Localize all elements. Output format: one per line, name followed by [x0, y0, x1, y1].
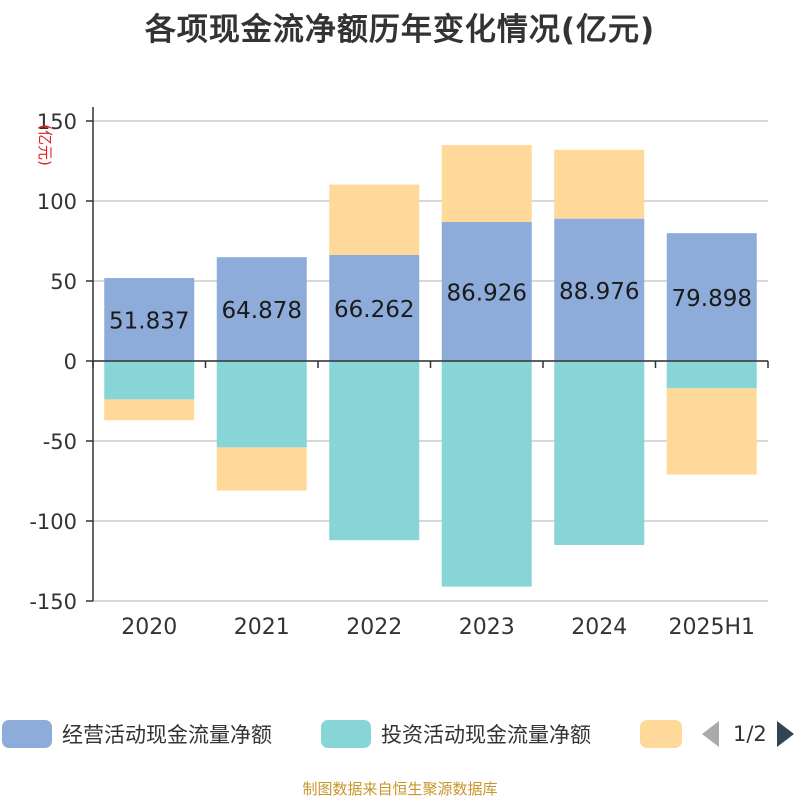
data-label-2022: 66.262 [334, 297, 414, 323]
cash-flow-chart: 150 100 50 0 -50 -100 -150 2020 2021 2022 2023 2024… [29, 107, 769, 640]
data-label-2023: 86.926 [447, 280, 527, 306]
bar-2020-series-2[interactable] [104, 399, 195, 421]
bar-2022-series-2[interactable] [329, 184, 420, 255]
bar-2025H1-series-1[interactable] [666, 361, 757, 389]
y-tick-label: -50 [43, 430, 77, 454]
y-tick-label: -100 [29, 510, 77, 534]
data-label-2020: 51.837 [109, 309, 189, 335]
bars [104, 145, 757, 587]
y-tick-label: 100 [37, 190, 77, 214]
legend-item-investing[interactable]: 投资活动现金流量净额 [321, 716, 591, 752]
x-tick-label: 2024 [571, 615, 627, 640]
data-label-2025H1: 79.898 [672, 286, 752, 312]
bar-2024-series-2[interactable] [554, 149, 645, 219]
bar-2024-series-0[interactable] [554, 218, 645, 361]
data-label-2021: 64.878 [222, 298, 302, 324]
bar-2021-series-2[interactable] [216, 447, 307, 491]
data-label-2024: 88.976 [559, 279, 639, 305]
y-tick-label: 50 [50, 270, 77, 294]
legend-swatch-operating [2, 720, 52, 748]
pager-prev-icon[interactable] [702, 721, 719, 747]
bar-2025H1-series-0[interactable] [666, 233, 757, 361]
x-tick-label: 2020 [121, 615, 177, 640]
pager-next-icon[interactable] [776, 721, 794, 747]
bar-2024-series-1[interactable] [554, 361, 645, 545]
bar-2020-series-1[interactable] [104, 361, 195, 400]
legend-label-investing: 投资活动现金流量净额 [381, 723, 591, 747]
y-tick-label: 150 [37, 110, 77, 134]
y-axis-unit-label: (亿元) [36, 124, 54, 166]
bar-2022-series-1[interactable] [329, 361, 420, 541]
x-tick-label: 2021 [234, 615, 290, 640]
axes: 150 100 50 0 -50 -100 -150 2020 2021 2022 2023 2024… [29, 107, 769, 640]
legend-swatch-third [640, 720, 682, 748]
bar-2021-series-0[interactable] [216, 257, 307, 361]
bar-2025H1-series-2[interactable] [666, 388, 757, 475]
bar-2023-series-1[interactable] [441, 361, 532, 587]
bar-2022-series-0[interactable] [329, 254, 420, 361]
legend-label-operating: 经营活动现金流量净额 [62, 723, 272, 747]
pager-text: 1/2 [733, 722, 767, 746]
x-tick-label: 2025H1 [668, 615, 755, 640]
x-tick-label: 2023 [459, 615, 515, 640]
bar-2023-series-2[interactable] [441, 145, 532, 222]
legend-item-operating[interactable]: 经营活动现金流量净额 [2, 716, 272, 752]
bar-2021-series-1[interactable] [216, 361, 307, 448]
legend-pager: 1/2 [700, 716, 800, 752]
legend-item-third[interactable] [640, 716, 682, 752]
bar-2023-series-0[interactable] [441, 221, 532, 361]
data-labels: 51.837 64.878 66.262 86.926 88.976 79.898 [109, 279, 752, 335]
chart-title: 各项现金流净额历年变化情况(亿元) [144, 12, 656, 48]
legend-swatch-investing [321, 720, 371, 748]
x-tick-label: 2022 [346, 615, 402, 640]
y-tick-label: -150 [29, 590, 77, 614]
y-tick-label: 0 [64, 350, 77, 374]
bar-2020-series-0[interactable] [104, 278, 195, 361]
legend: 经营活动现金流量净额 投资活动现金流量净额 1/2 [0, 716, 800, 756]
source-note: 制图数据来自恒生聚源数据库 [302, 780, 498, 798]
